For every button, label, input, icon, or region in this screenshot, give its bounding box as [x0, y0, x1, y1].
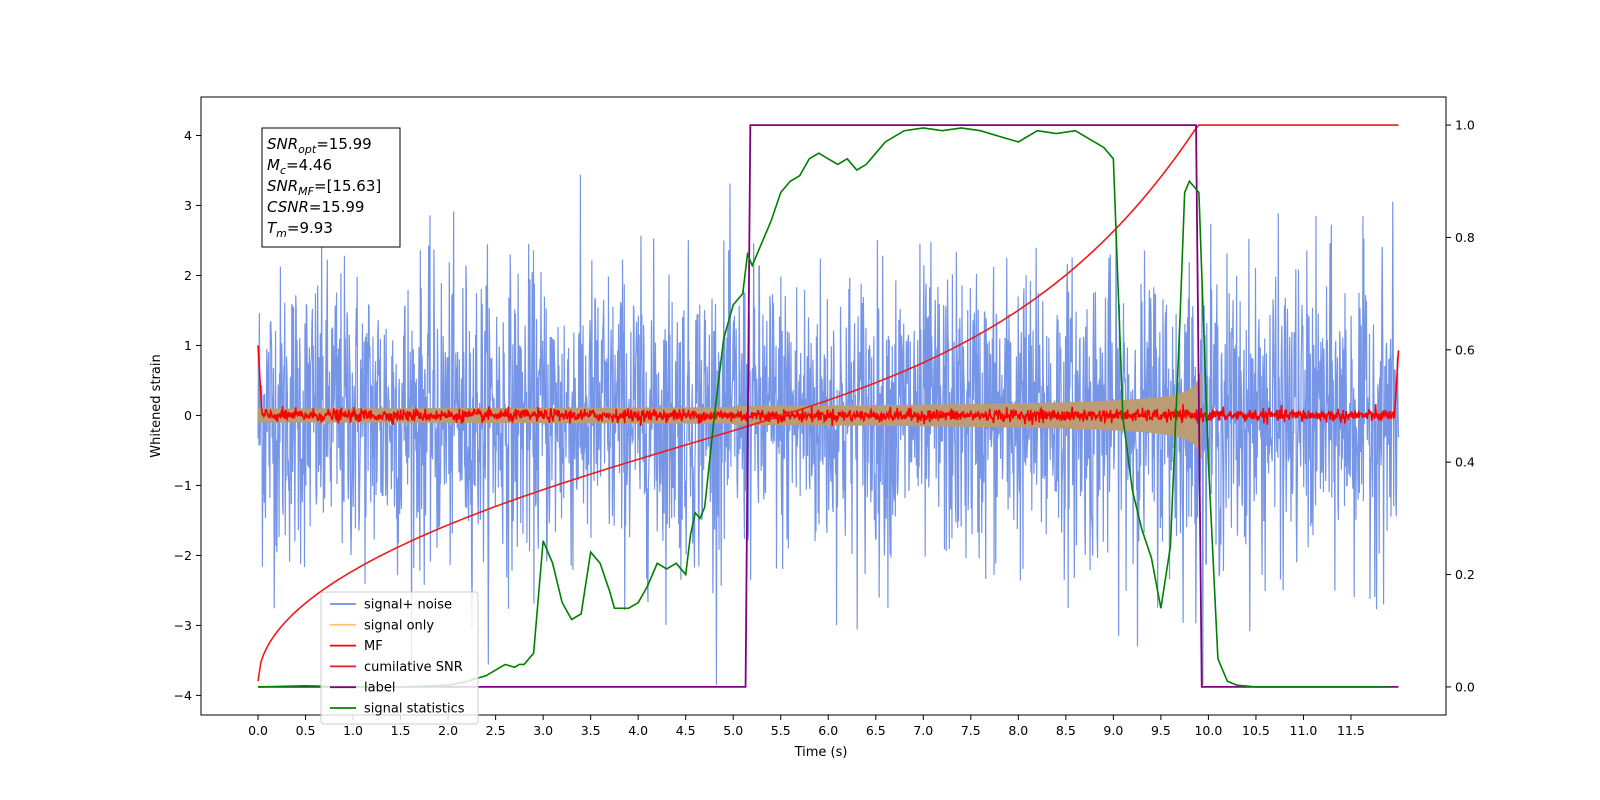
label-line	[258, 124, 1399, 688]
annotation-box: SNRopt=15.99Mc=4.46SNRMF=[15.63]CSNR=15.…	[261, 127, 401, 248]
x-tick-label: 9.5	[1151, 723, 1171, 738]
x-tick-label: 11.5	[1337, 723, 1365, 738]
series-label	[258, 124, 1399, 688]
series-signal-noise	[257, 174, 1400, 685]
y-tick-label: −2	[174, 548, 192, 563]
axes-frame	[200, 96, 1447, 716]
annotation-line: Mc=4.46	[267, 156, 332, 177]
x-tick-label: 3.0	[533, 723, 553, 738]
y-tick-label: 1	[184, 338, 192, 353]
y-tick-label: 2	[184, 268, 192, 283]
x-tick-label: 8.5	[1056, 723, 1076, 738]
y2-tick-label: 0.8	[1455, 230, 1475, 245]
y2-tick-label: 0.0	[1455, 679, 1475, 694]
series-signal-statistics	[258, 127, 1389, 688]
legend-label: cumilative SNR	[364, 660, 463, 675]
y2-tick-label: 0.6	[1455, 342, 1475, 357]
series-mf	[257, 345, 1400, 427]
x-tick-label: 2.5	[486, 723, 506, 738]
y2-tick-label: 0.2	[1455, 567, 1475, 582]
legend-frame	[320, 591, 479, 725]
signal-noise-line	[257, 174, 1400, 685]
x-tick-label: 10.0	[1194, 723, 1222, 738]
x-tick-label: 5.0	[723, 723, 743, 738]
x-tick-label: 8.0	[1008, 723, 1028, 738]
y-axis-label: Whitened strain	[149, 354, 164, 457]
annotation-line: Tm=9.93	[267, 219, 333, 240]
x-tick-label: 6.5	[866, 723, 886, 738]
legend-label: label	[364, 681, 395, 696]
mf-line	[257, 345, 1400, 427]
x-tick-label: 9.0	[1103, 723, 1123, 738]
legend-label: MF	[364, 639, 383, 654]
x-tick-label: 4.0	[628, 723, 648, 738]
signal-statistics-line	[258, 127, 1389, 688]
annotation-line: CSNR=15.99	[267, 198, 364, 216]
x-tick-label: 2.0	[438, 723, 458, 738]
annotation-line: SNRopt=15.99	[267, 135, 372, 156]
y2-tick-label: 0.4	[1455, 455, 1475, 470]
annotation-line: SNRMF=[15.63]	[267, 177, 381, 198]
series-cumulative-snr	[257, 124, 1399, 682]
y-tick-label: 3	[184, 198, 192, 213]
x-tick-label: 5.5	[771, 723, 791, 738]
annotation-frame	[261, 127, 401, 248]
y-tick-label: 0	[184, 408, 192, 423]
y-tick-label: 4	[184, 128, 192, 143]
x-tick-label: 3.5	[581, 723, 601, 738]
y-tick-label: −1	[174, 478, 192, 493]
x-tick-label: 1.5	[391, 723, 411, 738]
legend-label: signal statistics	[364, 702, 465, 717]
x-tick-label: 7.5	[961, 723, 981, 738]
x-axis-label: Time (s)	[794, 745, 848, 760]
legend-label: signal only	[364, 618, 434, 633]
legend-label: signal+ noise	[364, 598, 452, 613]
x-tick-label: 10.5	[1242, 723, 1270, 738]
x-tick-label: 6.0	[818, 723, 838, 738]
y-tick-label: −4	[174, 688, 192, 703]
x-tick-label: 7.0	[913, 723, 933, 738]
x-tick-label: 11.0	[1290, 723, 1318, 738]
cumulative-snr-line	[257, 124, 1399, 682]
x-tick-label: 4.5	[676, 723, 696, 738]
x-tick-label: 0.0	[248, 723, 268, 738]
y-tick-label: −3	[174, 618, 192, 633]
y2-tick-label: 1.0	[1455, 118, 1475, 133]
legend: signal+ noise signal only MF cumilative SNR…	[320, 591, 479, 725]
x-tick-label: 1.0	[343, 723, 363, 738]
x-tick-label: 0.5	[296, 723, 316, 738]
